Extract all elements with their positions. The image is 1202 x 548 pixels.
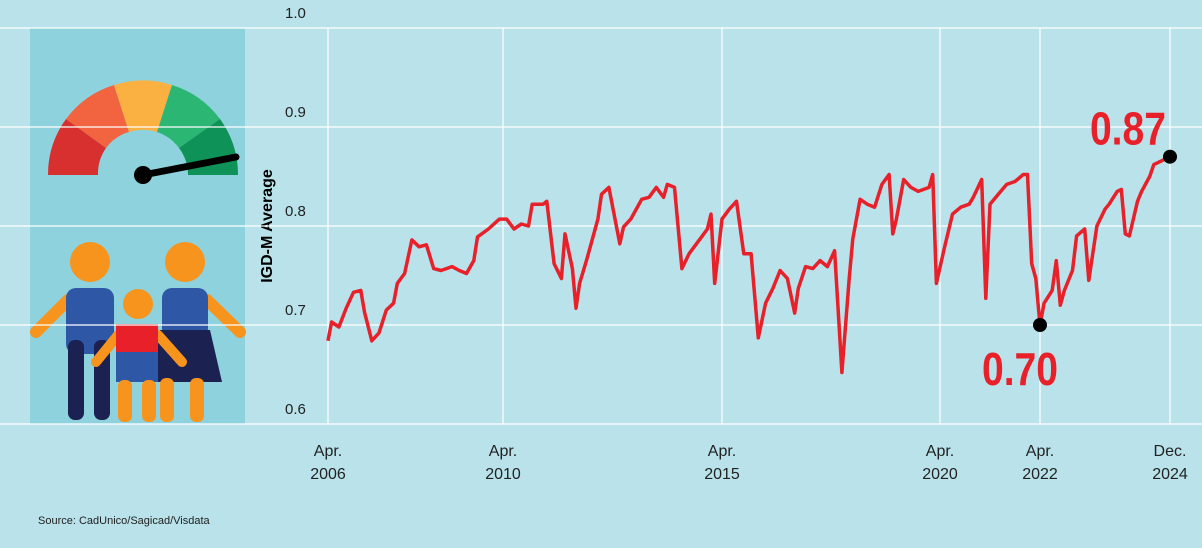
source: Source: CadUnico/Sagicad/Visdata xyxy=(38,515,211,527)
x-tick-label: Apr. 2006 xyxy=(310,443,346,483)
annotation-label: 0.70 xyxy=(982,344,1058,396)
x-tick-label: Apr. 2010 xyxy=(485,443,521,483)
y-tick-label: 0.7 xyxy=(285,302,306,319)
family xyxy=(30,242,246,422)
data-line xyxy=(326,155,1171,375)
x-tick-label: Apr. 2015 xyxy=(704,443,740,483)
annotation-point xyxy=(1033,318,1047,332)
gauge xyxy=(47,80,240,184)
annotation-label: 0.87 xyxy=(1090,104,1166,156)
annotation-point xyxy=(1163,149,1177,164)
x-tick-label: Apr. 2022 xyxy=(1022,443,1058,483)
y-tick-label: 0.8 xyxy=(285,203,306,220)
x-tick-label: Dec. 2024 xyxy=(1152,443,1188,483)
x-tick-label: Apr. 2020 xyxy=(922,443,958,483)
y-tick-label: 1.0 xyxy=(285,5,306,22)
y-tick-label: 0.6 xyxy=(285,401,306,418)
y-tick-label: 0.9 xyxy=(285,104,306,121)
